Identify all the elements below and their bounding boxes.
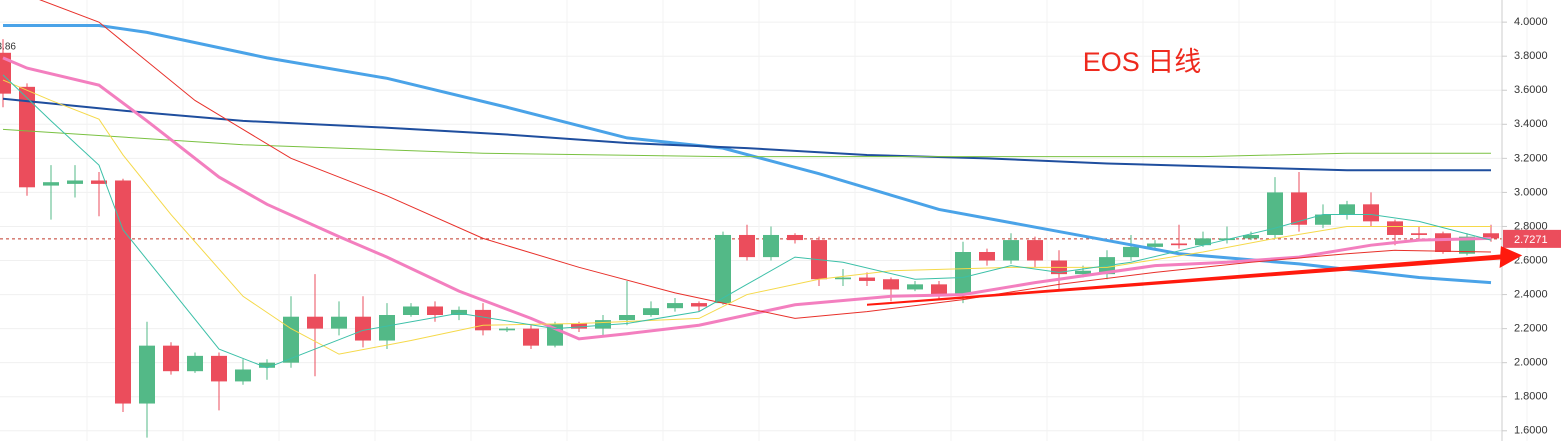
candle-body xyxy=(67,180,83,184)
high-label: 3.86 xyxy=(0,42,16,53)
candle-body xyxy=(619,315,635,321)
candle-body xyxy=(187,355,203,372)
candle-body xyxy=(979,252,995,261)
candle-body xyxy=(1171,243,1187,246)
candle-body xyxy=(691,303,707,307)
candle-body xyxy=(1267,192,1283,235)
y-tick-label: 3.8000 xyxy=(1514,50,1548,62)
candle-body xyxy=(763,234,779,258)
y-tick-label: 3.4000 xyxy=(1514,118,1548,130)
candle-body xyxy=(283,316,299,363)
candle-body xyxy=(379,315,395,341)
trend-arrow xyxy=(867,246,1523,306)
candle-body xyxy=(403,306,419,315)
candle-body xyxy=(451,309,467,315)
candle-body xyxy=(475,309,491,331)
candle-body xyxy=(355,316,371,341)
candle-body xyxy=(1387,221,1403,235)
candle-body xyxy=(19,86,35,188)
y-tick-label: 1.6000 xyxy=(1514,425,1548,437)
y-tick-label: 2.0000 xyxy=(1514,357,1548,369)
y-tick-label: 3.2000 xyxy=(1514,152,1548,164)
candle-body xyxy=(259,362,275,368)
y-tick-label: 2.2000 xyxy=(1514,323,1548,335)
candle-body xyxy=(139,345,155,404)
y-tick-label: 3.0000 xyxy=(1514,186,1548,198)
moving-average-line xyxy=(39,0,1492,319)
y-axis: 1.6000 1.8000 2.0000 2.2000 2.4000 2.6000 2.80… xyxy=(1502,16,1561,437)
candle-body xyxy=(955,252,971,295)
y-tick-label: 3.6000 xyxy=(1514,84,1548,96)
y-tick-label: 1.8000 xyxy=(1514,391,1548,403)
candle-body xyxy=(907,284,923,290)
candle-body xyxy=(1483,233,1499,239)
candle-body xyxy=(1027,240,1043,261)
candle-body xyxy=(787,234,803,241)
candle-body xyxy=(1315,214,1331,225)
candle-body xyxy=(43,182,59,186)
y-tick-label: 2.6000 xyxy=(1514,254,1548,266)
candle-body xyxy=(211,355,227,382)
candle-body xyxy=(427,306,443,315)
chart-title: EOS 日线 xyxy=(1083,47,1202,77)
candle-body xyxy=(1363,204,1379,222)
candle-body xyxy=(1291,192,1307,225)
y-tick-label: 4.0000 xyxy=(1514,16,1548,28)
candle-body xyxy=(595,320,611,329)
candle-body xyxy=(1339,204,1355,215)
candle-body xyxy=(1195,238,1211,246)
moving-average-line xyxy=(2,79,1491,355)
candle-body xyxy=(667,303,683,309)
last-price-label: 2.7271 xyxy=(1514,234,1548,246)
moving-average-line xyxy=(2,74,1492,369)
moving-average-line xyxy=(2,97,1491,172)
candle-body xyxy=(1147,243,1163,247)
y-tick-label: 2.4000 xyxy=(1514,288,1548,300)
candle-body xyxy=(331,316,347,329)
candle-body xyxy=(1435,233,1451,252)
candle-body xyxy=(235,369,251,382)
candle-body xyxy=(523,328,539,346)
candle-body xyxy=(307,316,323,329)
candle-body xyxy=(499,328,515,331)
candle-body xyxy=(715,234,731,304)
candle-body xyxy=(1243,234,1259,239)
moving-average-line xyxy=(2,56,1492,341)
candle-body xyxy=(115,180,131,404)
candle-body xyxy=(835,277,851,280)
grid xyxy=(0,0,1528,441)
candle-body xyxy=(1003,240,1019,261)
candle-body xyxy=(859,277,875,281)
candle-body xyxy=(883,279,899,290)
candle-body xyxy=(1123,246,1139,258)
candle-body xyxy=(739,234,755,258)
candle-body xyxy=(91,180,107,184)
candle-body xyxy=(0,52,11,94)
candle-body xyxy=(643,308,659,315)
candle-body xyxy=(1411,233,1427,235)
candle-body xyxy=(931,284,947,295)
candle-body xyxy=(1459,236,1475,254)
last-price-box xyxy=(1503,229,1561,248)
y-tick-label: 2.8000 xyxy=(1514,220,1548,232)
moving-average-line xyxy=(2,128,1491,158)
candle-body xyxy=(571,323,587,329)
candle-body xyxy=(1075,270,1091,275)
plot-area: 3.86 xyxy=(0,0,1502,438)
candle-body xyxy=(163,345,179,372)
